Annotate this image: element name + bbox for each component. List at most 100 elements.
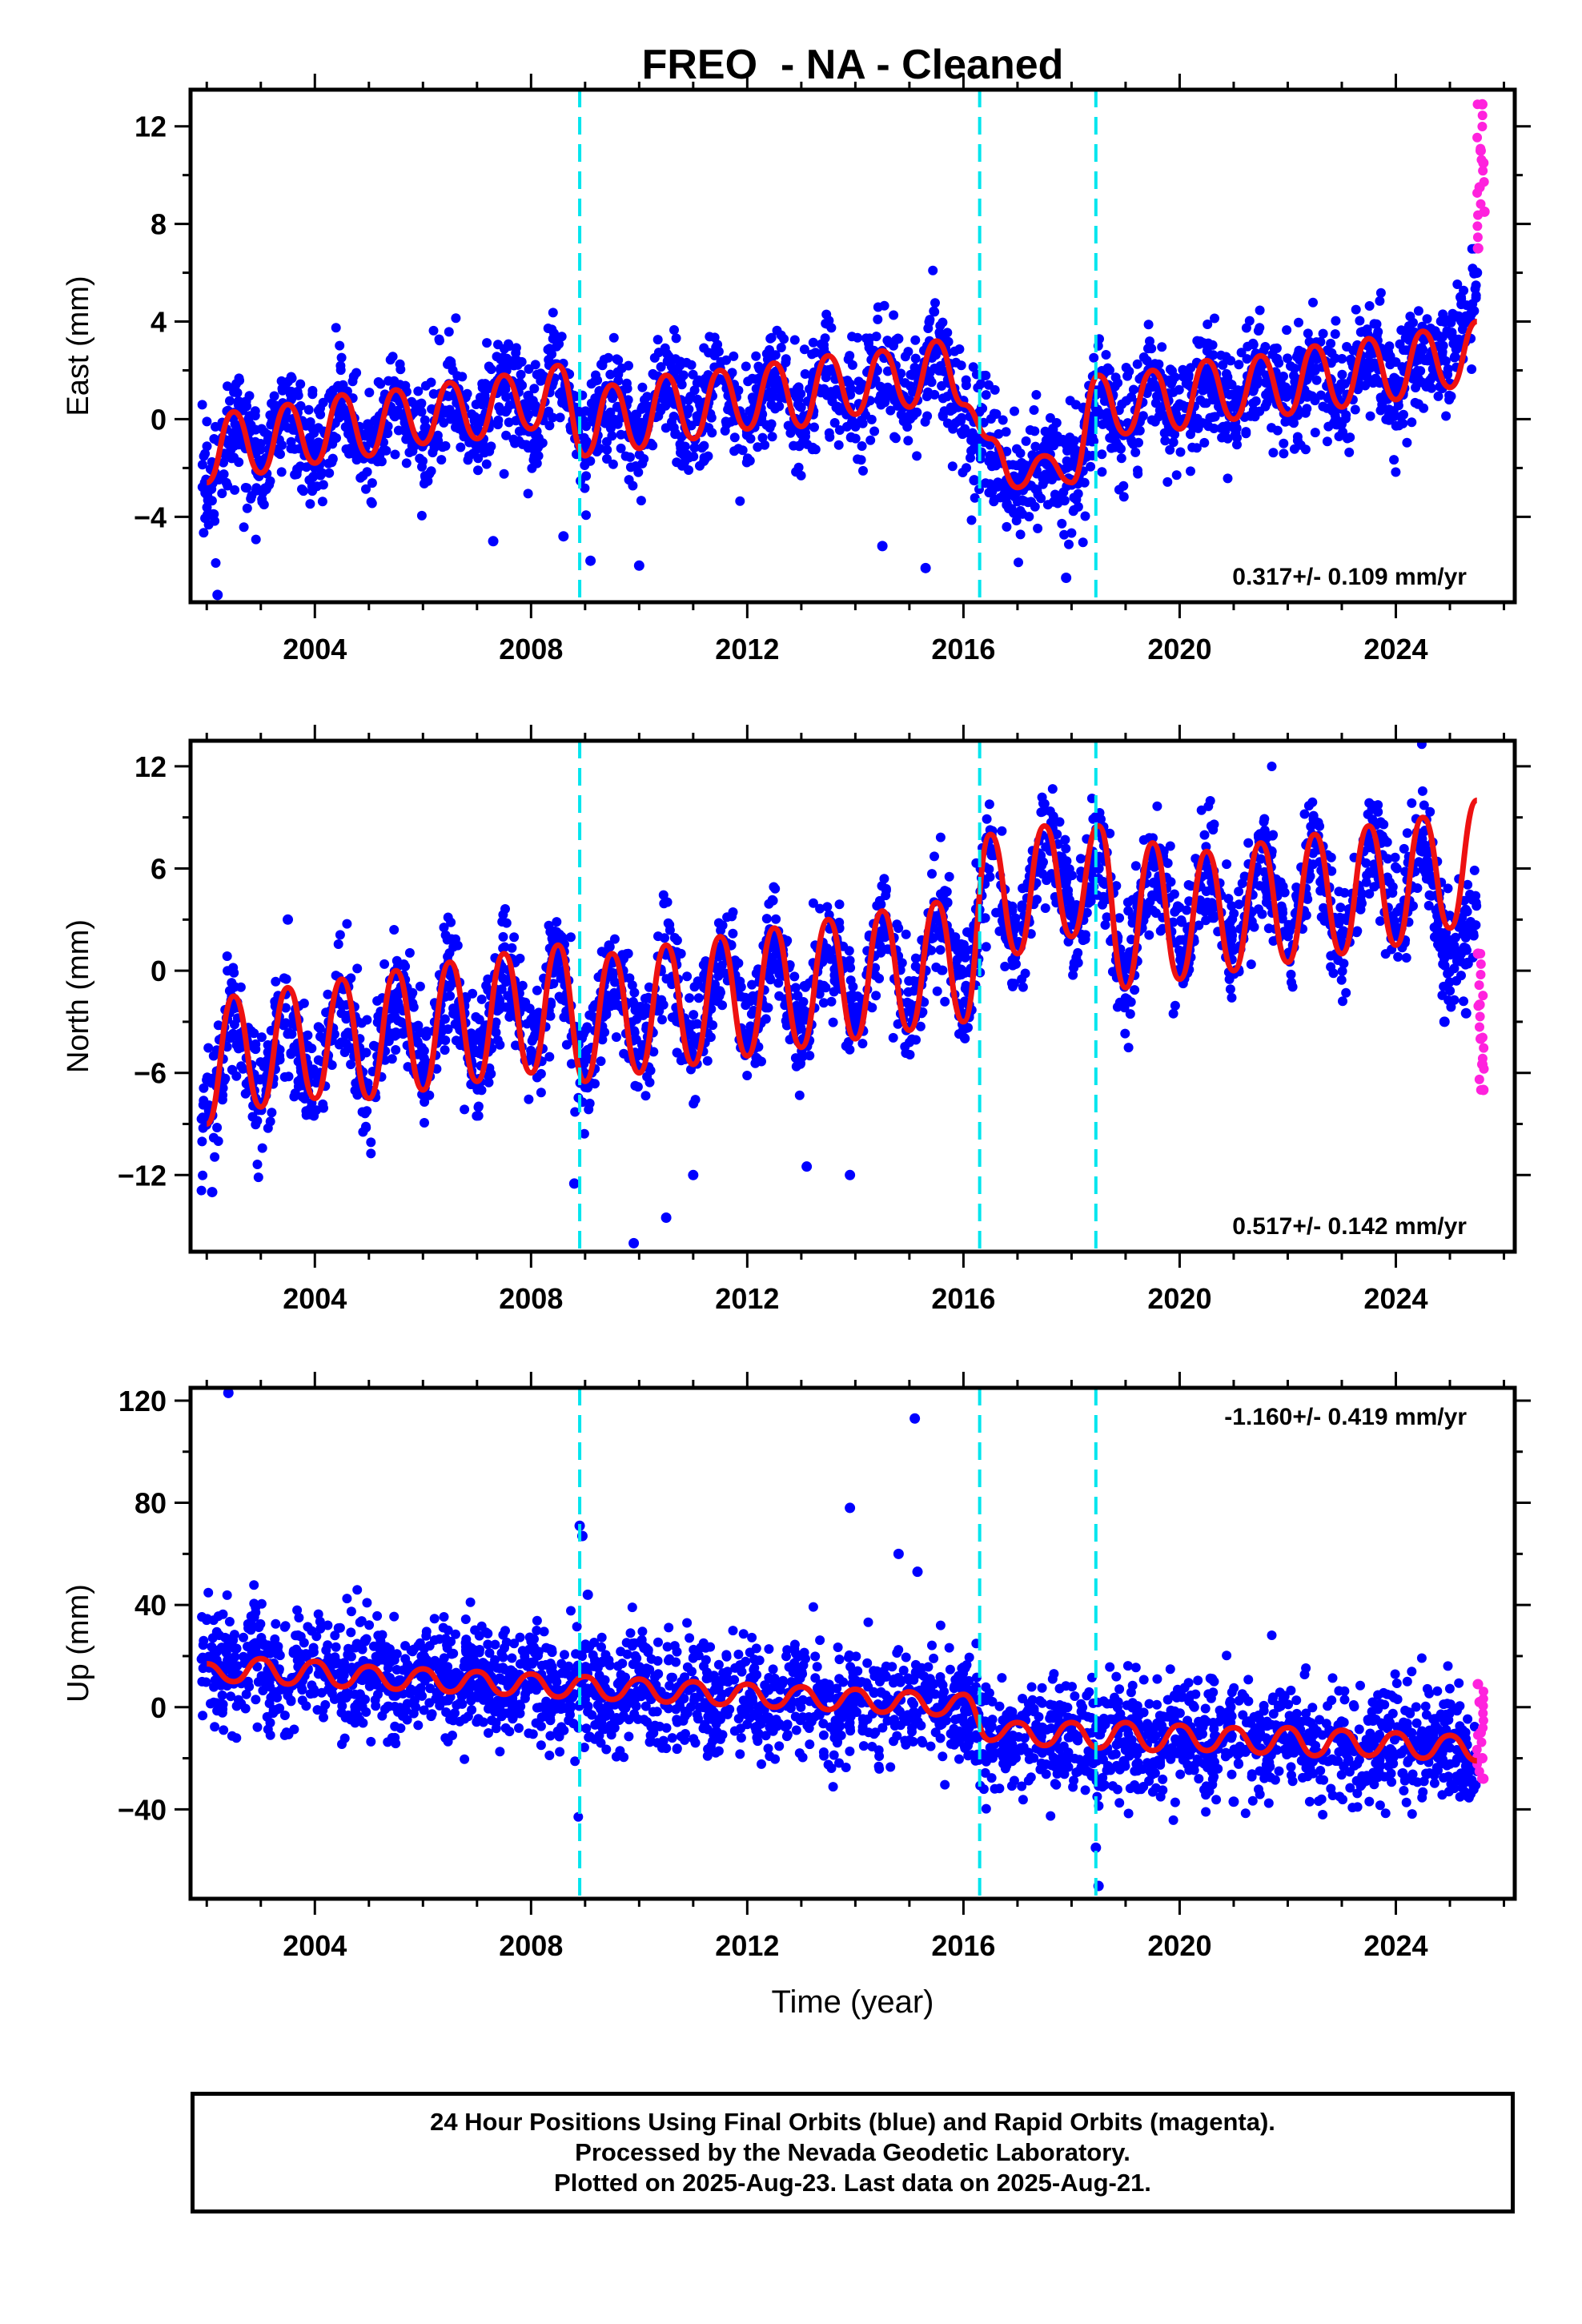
east-cloud-point [1279,438,1289,448]
north-cloud-point [1383,872,1392,883]
east-cloud-point [283,376,293,387]
east-cloud-point [981,478,990,489]
north-cloud-point [536,1088,546,1098]
east-cloud-point [954,344,965,354]
east-cloud-point [1471,291,1481,300]
east-cloud-point [1346,354,1356,364]
north-cloud-point [747,979,757,990]
east-cloud-point [1433,391,1443,401]
east-cloud-point [1114,485,1124,495]
east-cloud-point [1162,476,1173,487]
north-cloud-point [1267,762,1277,771]
east-cloud-point [1165,364,1175,375]
east-cloud-point [516,369,526,380]
east-cloud-point [1166,379,1176,389]
east-cloud-point [958,429,968,440]
east-cloud-point [661,423,671,433]
east-cloud-point [808,442,818,452]
east-cloud-point [203,491,213,501]
east-cloud-point [875,381,885,392]
north-cloud-point [1227,992,1237,1003]
east-cloud-point [1080,511,1090,521]
north-cloud-point [196,1114,207,1124]
east-cloud-point [676,443,686,453]
east-cloud-point [1413,306,1423,316]
east-final-orbit-point [1082,450,1094,461]
east-cloud-point [1078,537,1088,548]
east-rapid-orbit-point [1472,232,1483,243]
east-outlier-point [633,560,644,571]
east-cloud-point [1002,491,1012,501]
east-cloud-point [1360,380,1371,391]
north-cloud-point [767,895,777,905]
east-cloud-point [656,362,666,372]
east-cloud-point [1231,423,1242,433]
north-cloud-point [829,987,839,997]
east-cloud-point [1011,516,1022,526]
north-cloud-point [829,975,840,986]
north-cloud-point [909,986,919,996]
east-cloud-point [713,340,723,350]
north-cloud-point [498,931,508,942]
east-cloud-point [277,440,287,450]
east-cloud-point [502,405,512,416]
east-cloud-point [318,397,328,408]
east-cloud-point [527,441,537,452]
north-cloud-point [799,1005,809,1015]
north-cloud-point [984,799,994,810]
east-cloud-point [1293,410,1303,420]
north-cloud-point [644,982,654,992]
east-cloud-point [1318,328,1328,339]
east-cloud-point [496,365,506,375]
north-cloud-point [318,1099,328,1109]
east-cloud-point [1330,416,1340,426]
north-cloud-point [1122,897,1133,907]
east-cloud-point [494,402,504,412]
north-cloud-point [1315,877,1326,887]
east-cloud-point [480,391,490,400]
east-cloud-point [290,444,300,454]
east-final-orbit-point [580,438,591,449]
north-cloud-point [342,919,352,929]
north-cloud-point [771,914,781,924]
east-cloud-point [707,428,717,438]
east-cloud-point [850,421,861,432]
east-cloud-point [197,400,207,410]
east-cloud-point [1422,314,1432,324]
east-cloud-point [603,352,613,363]
north-cloud-point [1224,974,1235,984]
east-cloud-point [456,442,466,452]
east-y-tick-label: 4 [151,306,167,339]
east-cloud-point [1015,529,1026,540]
east-final-orbit-point [1455,292,1466,303]
east-cloud-point [251,483,262,493]
east-cloud-point [858,465,868,476]
east-final-orbit-point [1018,462,1029,473]
north-cloud-point [1061,862,1071,872]
east-cloud-point [1122,371,1133,381]
east-cloud-point [885,405,896,416]
north-cloud-point [1263,923,1274,934]
north-cloud-point [1209,819,1219,830]
north-cloud-point [1458,929,1468,939]
east-cloud-point [1210,313,1219,324]
east-cloud-point [648,440,658,451]
east-cloud-point [1279,372,1288,381]
east-cloud-point [1375,296,1385,306]
east-cloud-point [1416,343,1427,353]
north-cloud-point [1060,834,1070,845]
north-cloud-point [927,869,937,879]
north-cloud-point [1336,975,1347,985]
north-cloud-point [212,1123,223,1132]
north-cloud-point [629,987,640,998]
east-cloud-point [898,416,909,426]
east-cloud-point [482,338,492,348]
north-cloud-point [1443,883,1453,894]
east-cloud-point [1030,441,1041,452]
east-cloud-point [451,313,461,324]
east-cloud-point [1407,417,1417,428]
north-cloud-point [1184,896,1195,907]
east-cloud-point [246,420,256,430]
east-cloud-point [523,489,533,499]
